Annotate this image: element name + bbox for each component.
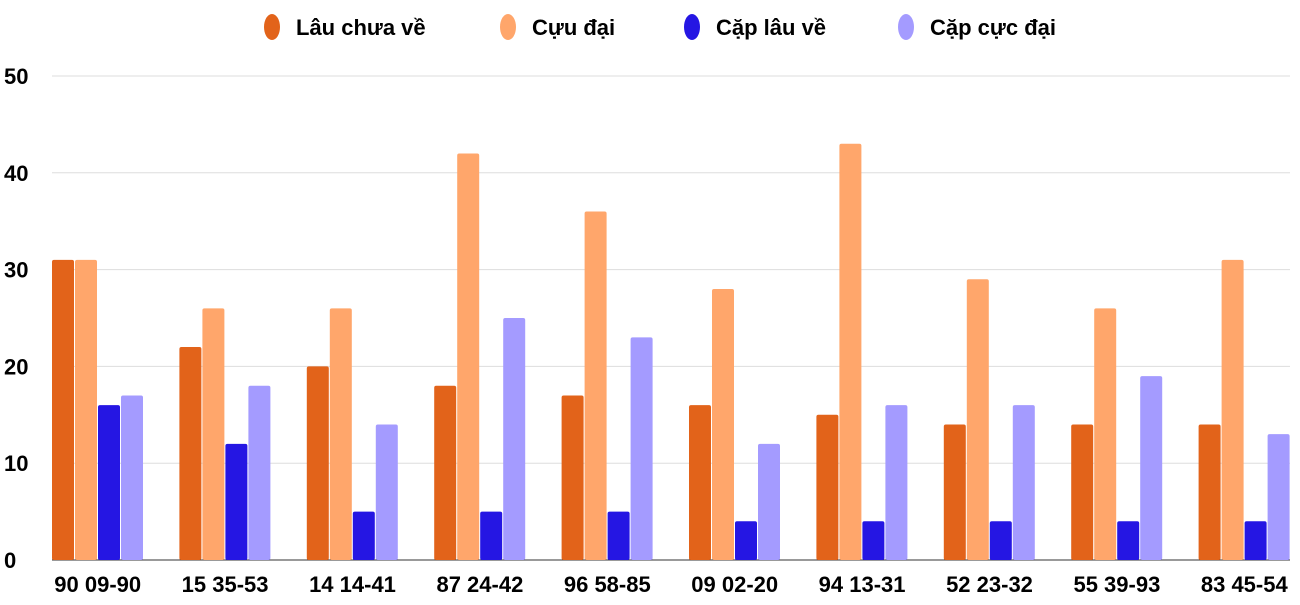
bar <box>735 521 757 560</box>
x-tick-label: 14 14-41 <box>309 572 396 597</box>
legend-label: Cặp lâu về <box>716 15 826 40</box>
bar <box>306 366 329 560</box>
x-tick-label: 83 45-54 <box>1201 572 1289 597</box>
bar <box>352 511 375 560</box>
legend: Lâu chưa về Cựu đại Cặp lâu về Cặp cực đại <box>264 14 1056 40</box>
bar <box>329 308 352 560</box>
x-tick-label: 09 02-20 <box>691 572 778 597</box>
bar <box>712 288 734 560</box>
bar <box>885 405 908 560</box>
bar <box>1267 434 1290 560</box>
bar <box>561 395 584 560</box>
bar <box>1140 376 1163 560</box>
bar <box>943 424 966 560</box>
x-tick-label: 55 39-93 <box>1073 572 1160 597</box>
x-tick-label: 96 58-85 <box>564 572 651 597</box>
bar <box>248 385 271 560</box>
bar <box>480 511 503 560</box>
bar <box>225 443 248 560</box>
y-tick-label: 10 <box>4 451 28 476</box>
bar <box>584 211 607 560</box>
bar <box>839 143 862 560</box>
bar <box>689 405 711 560</box>
bar <box>457 153 480 560</box>
x-tick-label: 52 23-32 <box>946 572 1033 597</box>
bar <box>75 259 97 560</box>
x-tick-label: 94 13-31 <box>819 572 906 597</box>
legend-swatch <box>500 14 516 40</box>
bar <box>1221 259 1244 560</box>
x-axis-labels: 90 09-90 15 35-53 14 14-41 87 24-42 96 58-85… <box>54 572 1288 597</box>
bar <box>630 337 653 560</box>
bar <box>758 443 780 560</box>
y-tick-label: 40 <box>4 161 28 186</box>
legend-label: Cặp cực đại <box>930 15 1056 40</box>
bar <box>862 521 885 560</box>
bar <box>375 424 398 560</box>
x-tick-label: 90 09-90 <box>54 572 141 597</box>
bar <box>966 279 989 560</box>
legend-swatch <box>264 14 280 40</box>
bar <box>1117 521 1140 560</box>
legend-swatch <box>898 14 914 40</box>
y-tick-label: 30 <box>4 258 28 283</box>
legend-label: Lâu chưa về <box>296 15 426 40</box>
legend-swatch <box>684 14 700 40</box>
bar <box>1071 424 1094 560</box>
bar <box>989 521 1012 560</box>
bar <box>98 405 120 560</box>
bar <box>202 308 225 560</box>
bar <box>503 318 526 560</box>
bars <box>52 143 1290 560</box>
bar <box>1012 405 1035 560</box>
bar <box>816 414 839 560</box>
x-tick-label: 87 24-42 <box>436 572 523 597</box>
y-tick-label: 50 <box>4 64 28 89</box>
bar <box>179 347 202 560</box>
bar <box>1198 424 1221 560</box>
bar <box>1244 521 1267 560</box>
bar <box>607 511 630 560</box>
bar <box>121 395 143 560</box>
gridlines: 0 10 20 30 40 50 <box>4 64 1290 573</box>
bar <box>52 259 74 560</box>
bar <box>434 385 457 560</box>
bar <box>1094 308 1117 560</box>
y-tick-label: 0 <box>4 548 16 573</box>
x-tick-label: 15 35-53 <box>182 572 269 597</box>
legend-label: Cựu đại <box>532 15 615 40</box>
y-tick-label: 20 <box>4 354 28 379</box>
